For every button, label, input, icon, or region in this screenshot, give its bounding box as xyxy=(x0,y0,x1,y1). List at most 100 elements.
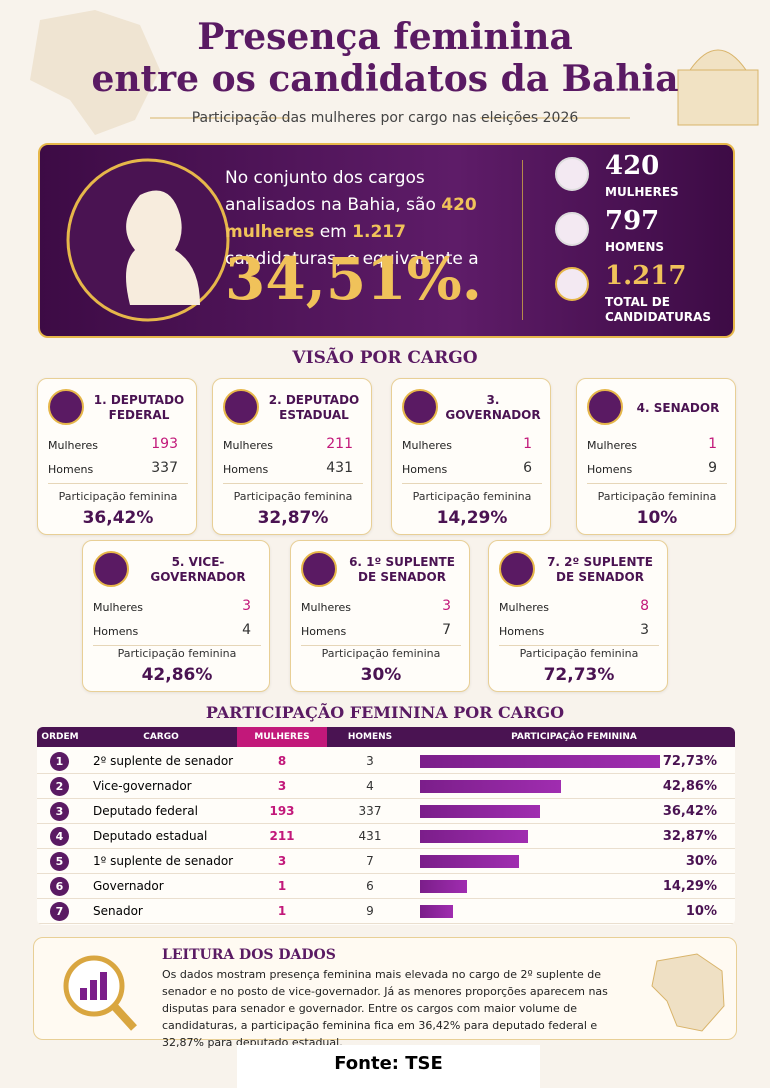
decoration xyxy=(30,10,759,135)
order-badge: 7 xyxy=(50,902,69,921)
men-value: 337 xyxy=(151,460,178,476)
men-label: Homens xyxy=(48,463,94,476)
map-decoration xyxy=(651,953,725,1032)
separator xyxy=(223,483,363,484)
divider xyxy=(522,160,523,320)
men-count: 6 xyxy=(366,879,374,893)
separator xyxy=(301,645,461,646)
men-value: 6 xyxy=(523,460,532,476)
column-header: MULHERES xyxy=(237,727,327,747)
men-count: 4 xyxy=(366,779,374,793)
separator xyxy=(48,483,188,484)
row-line xyxy=(37,773,735,774)
stat-icon xyxy=(555,157,589,191)
row-line xyxy=(37,823,735,824)
men-count: 7 xyxy=(366,854,374,868)
handle xyxy=(111,1003,137,1031)
order-badge: 2 xyxy=(50,777,69,796)
women-label: Mulheres xyxy=(301,601,352,614)
separator xyxy=(93,645,261,646)
order-badge: 5 xyxy=(50,852,69,871)
stat-label: MULHERES xyxy=(605,185,679,199)
men-count: 9 xyxy=(366,904,374,918)
row-line xyxy=(37,848,735,849)
card-icon xyxy=(301,551,337,587)
stat-value: 1.217 xyxy=(605,261,687,291)
women-value: 3 xyxy=(242,598,251,614)
women-label: Mulheres xyxy=(223,439,274,452)
summary-text: No conjunto dos cargos analisados na Bah… xyxy=(225,165,515,273)
share-label: 36,42% xyxy=(662,804,717,819)
column-header: HOMENS xyxy=(347,732,393,742)
separator xyxy=(587,483,727,484)
title-line: entre os candidatos da Bahia xyxy=(91,58,679,100)
share-bar xyxy=(420,805,541,818)
silhouette xyxy=(126,190,200,305)
share-bar xyxy=(420,880,468,893)
separator xyxy=(402,483,542,484)
icon-bar xyxy=(80,988,87,1000)
share-value: 10% xyxy=(636,508,678,528)
source: Fonte: TSE xyxy=(237,1045,540,1088)
card-icon xyxy=(587,389,623,425)
share-label: Participação feminina xyxy=(412,490,532,503)
share-label: Participação feminina xyxy=(117,647,237,660)
men-label: Homens xyxy=(223,463,269,476)
card-icon xyxy=(223,389,259,425)
cargo: Deputado federal xyxy=(93,804,198,818)
share-bar xyxy=(420,780,562,793)
card-icon xyxy=(402,389,438,425)
position-card: 1. DEPUTADO FEDERAL Mulheres 193 Homens 337 P… xyxy=(37,378,197,535)
women-count: 3 xyxy=(277,779,287,793)
stat-value: 420 xyxy=(605,151,660,181)
women-label: Mulheres xyxy=(587,439,638,452)
card-title: 4. SENADOR xyxy=(636,400,720,415)
men-count: 431 xyxy=(358,829,382,843)
cargo: 1º suplente de senador xyxy=(93,854,234,868)
section-title: PARTICIPAÇÃO FEMININA POR CARGO xyxy=(205,703,565,722)
position-card: 7. 2º SUPLENTE DE SENADOR Mulheres 8 Homens… xyxy=(488,540,668,692)
highlight: 420 mulheres xyxy=(225,195,477,242)
reading-box: LEITURA DOS DADOS Os dados mostram prese… xyxy=(33,937,737,1049)
women-count: 1 xyxy=(277,879,287,893)
women-count: 8 xyxy=(277,754,287,768)
women-value: 1 xyxy=(708,436,717,452)
women-count: 193 xyxy=(269,804,295,818)
position-card: 6. 1º SUPLENTE DE SENADOR Mulheres 3 Homens… xyxy=(290,540,470,692)
women-count: 3 xyxy=(277,854,287,868)
men-label: Homens xyxy=(93,625,139,638)
subtitle: Participação das mulheres por cargo nas … xyxy=(191,110,579,126)
section-title: VISÃO POR CARGO xyxy=(292,348,478,368)
share-label: Participação feminina xyxy=(233,490,353,503)
position-card: 3. GOVERNADOR Mulheres 1 Homens 6 Participaçã… xyxy=(391,378,551,535)
title-line: Presença feminina xyxy=(197,16,573,58)
highlight: 1.217 xyxy=(352,222,406,242)
share-label: 32,87% xyxy=(662,829,717,844)
table-header xyxy=(37,727,735,747)
card-title: 5. VICE-GOVERNADOR xyxy=(150,555,246,584)
share-label: 30% xyxy=(685,854,717,869)
share-label: Participação feminina xyxy=(519,647,639,660)
card-icon xyxy=(48,389,84,425)
share-value: 42,86% xyxy=(141,665,213,685)
men-label: Homens xyxy=(402,463,448,476)
cargo: 2º suplente de senador xyxy=(93,754,234,768)
map-outline xyxy=(651,953,725,1032)
card-title: 6. 1º SUPLENTE DE SENADOR xyxy=(349,555,455,584)
share-bar xyxy=(420,830,529,843)
card-title: 3. GOVERNADOR xyxy=(445,393,541,422)
men-label: Homens xyxy=(499,625,545,638)
text: candidaturas, o equivalente a xyxy=(225,249,479,269)
share-value: 72,73% xyxy=(543,665,615,685)
portrait xyxy=(66,158,230,322)
magnifier-icon xyxy=(63,955,137,1031)
row-line xyxy=(37,923,735,924)
men-value: 7 xyxy=(442,622,451,638)
reading-title: LEITURA DOS DADOS xyxy=(162,947,336,963)
column-header: PARTICIPAÇÃO FEMININA xyxy=(511,732,637,742)
icon-bar xyxy=(90,980,97,1000)
banner: No conjunto dos cargos analisados na Bah… xyxy=(38,143,735,338)
column-header: CARGO xyxy=(143,732,179,742)
text: No conjunto dos cargos analisados na Bah… xyxy=(225,168,436,215)
text: em xyxy=(319,222,347,242)
